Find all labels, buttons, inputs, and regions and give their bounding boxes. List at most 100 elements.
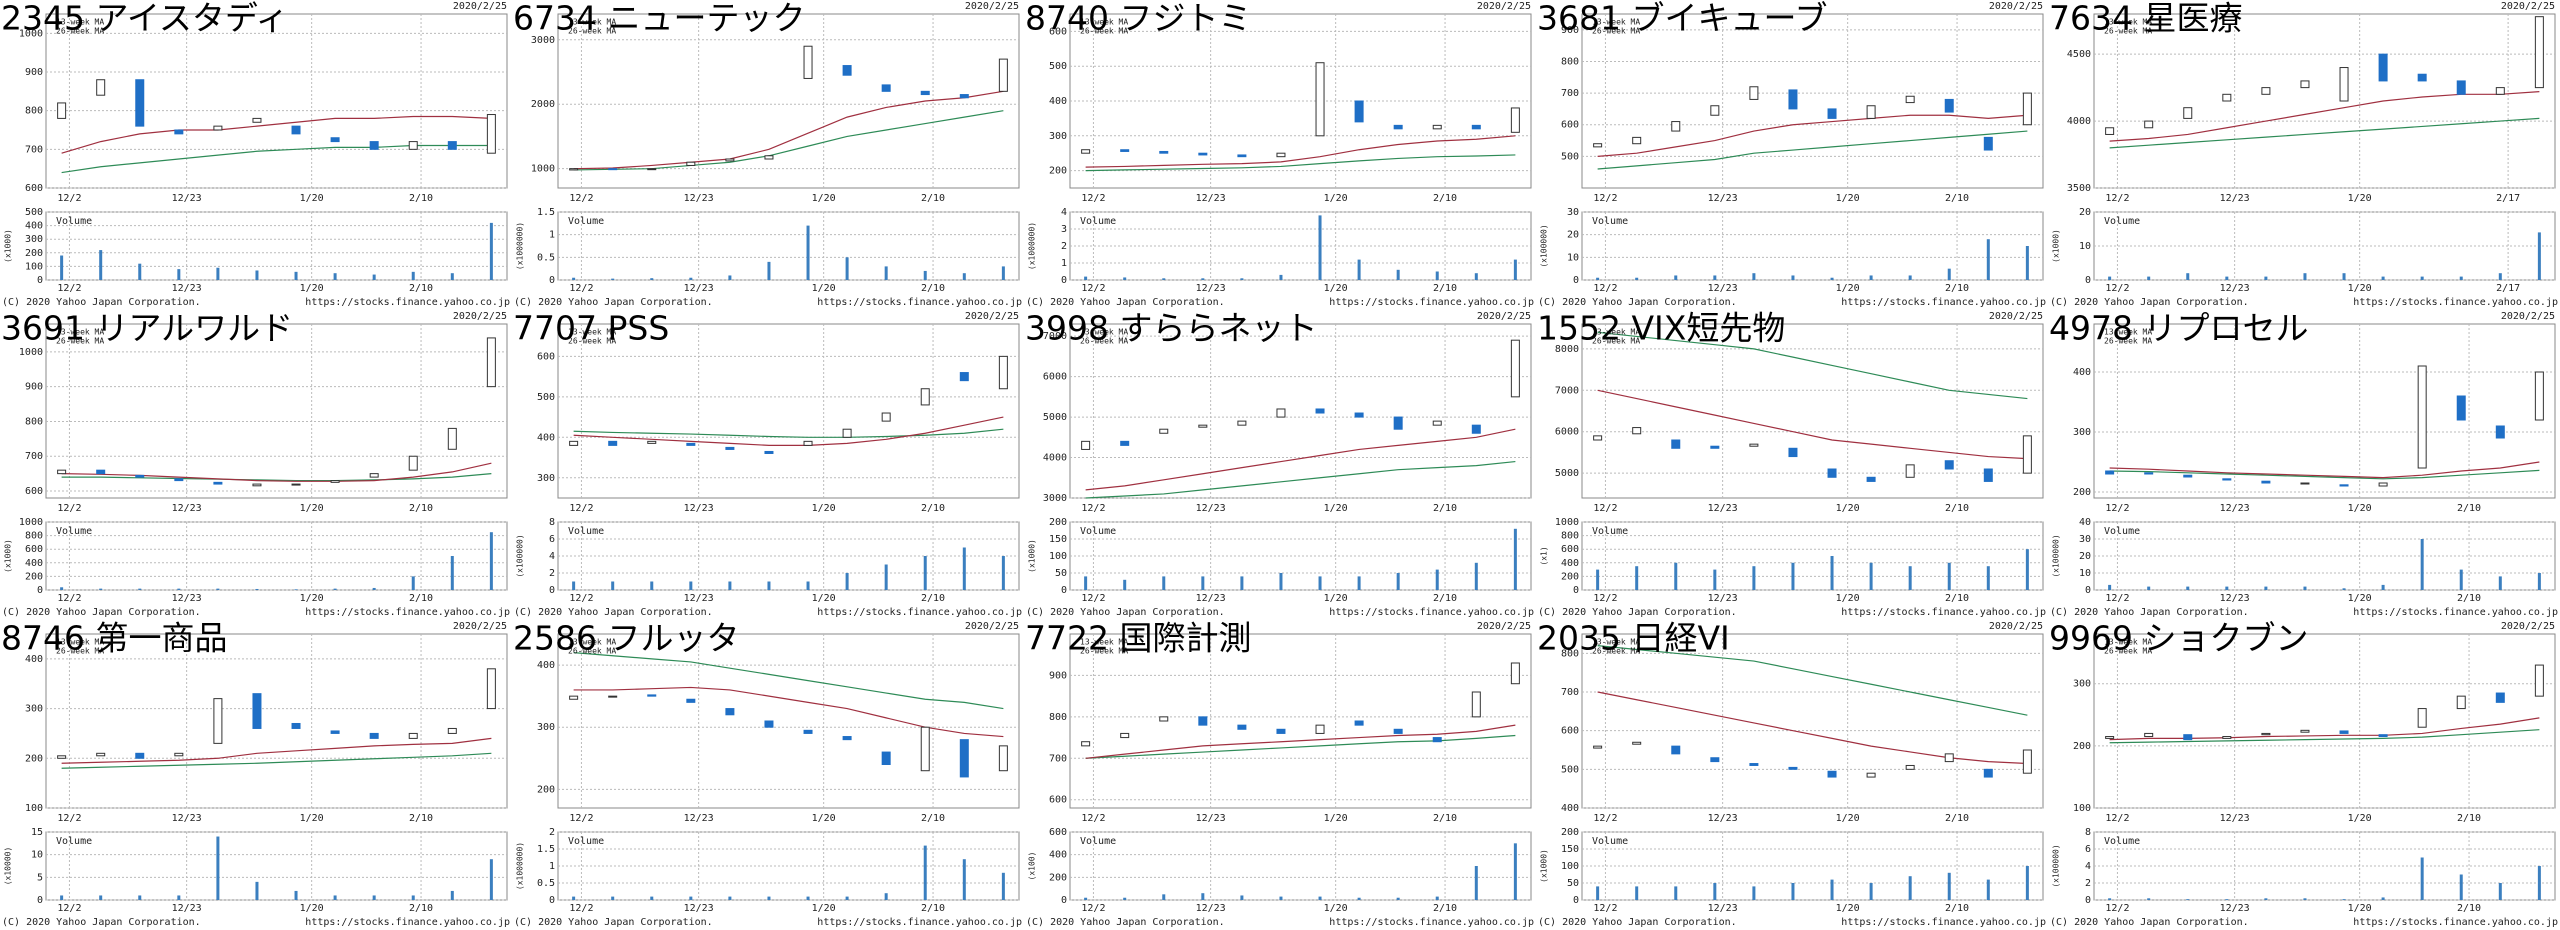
volume-bar — [1830, 277, 1834, 280]
volume-bar — [1635, 566, 1639, 590]
candle-body — [1120, 440, 1130, 446]
volume-tick-label: 0 — [37, 585, 43, 596]
stock-panel: 400 500 600 700 800 0 50 100 150 200 12/2 12/2 12/23… — [1537, 619, 2046, 929]
candle-body — [252, 483, 262, 487]
volume-bar — [572, 581, 576, 590]
source-url: https://stocks.finance.yahoo.co.jp — [1841, 297, 2046, 308]
candle-body — [764, 720, 774, 728]
volume-bar — [650, 896, 654, 900]
x-tick-label: 12/2 — [1593, 503, 1617, 514]
y-tick-label: 1000 — [531, 164, 555, 175]
x-tick-label: 12/23 — [1708, 503, 1738, 514]
legend-ma13: 13-week MA — [568, 18, 616, 27]
volume-bar — [1713, 569, 1717, 590]
volume-tick-label: 0 — [2085, 275, 2091, 286]
y-tick-label: 100 — [25, 803, 43, 814]
chart-title: 7722 国際計測 — [1025, 619, 1251, 658]
volume-bar — [689, 581, 693, 590]
candle-body — [408, 732, 418, 739]
moving-average — [1597, 114, 2028, 157]
candle-body — [1198, 424, 1208, 428]
volume-tick-label: 20 — [1567, 230, 1579, 241]
candle-body — [408, 455, 418, 471]
chart-title: 6734 ニューテック — [513, 0, 805, 38]
candle-body — [2183, 474, 2193, 478]
candle-body — [881, 751, 891, 765]
candle-body — [2456, 80, 2466, 95]
legend-volume: Volume — [56, 526, 92, 537]
x-tick-label: 12/2 — [1081, 813, 1105, 824]
x-tick-label: 12/23 — [172, 283, 202, 294]
volume-bar — [884, 893, 888, 900]
x-tick-label: 12/2 — [1593, 283, 1617, 294]
volume-bar — [1908, 275, 1912, 280]
x-tick-label: 1/20 — [300, 503, 324, 514]
legend-ma13: 13-week MA — [1592, 328, 1640, 337]
legend-ma13: 13-week MA — [2104, 638, 2152, 647]
copyright: (C) 2020 Yahoo Japan Corporation. — [514, 297, 713, 308]
volume-bar — [99, 895, 103, 900]
candle-body — [1315, 408, 1325, 414]
x-tick-label: 12/2 — [2105, 503, 2129, 514]
x-tick-label: 2/10 — [921, 813, 945, 824]
volume-tick-label: 1 — [1061, 258, 1067, 269]
volume-bar — [689, 896, 693, 900]
legend-ma26: 26-week MA — [56, 27, 104, 36]
volume-bar — [2186, 273, 2190, 280]
chart-title: 3691 リアルワルド — [1, 309, 293, 348]
source-url: https://stocks.finance.yahoo.co.jp — [305, 917, 510, 928]
candle-body — [1827, 770, 1837, 778]
volume-bar — [1123, 579, 1127, 590]
candle-body — [686, 442, 696, 446]
y-tick-label: 500 — [1049, 61, 1067, 72]
candle-body — [2022, 749, 2032, 774]
legend-volume: Volume — [568, 836, 604, 847]
volume-unit: (x1000000) — [1028, 222, 1037, 270]
moving-average — [1085, 724, 1516, 759]
volume-bar — [1791, 275, 1795, 280]
stock-panel: 100 200 300 0 2 4 6 8 12/2 12/2 12/23 12/23 1/20 1/20… — [2049, 619, 2558, 929]
y-tick-label: 2000 — [531, 99, 555, 110]
stock-panel: 600 700 800 900 1000 0 100 200 300 400 500 12/2 12/2… — [1, 0, 510, 308]
volume-tick-label: 0 — [37, 895, 43, 906]
x-tick-label: 2/10 — [409, 283, 433, 294]
candle-body — [2022, 435, 2032, 474]
source-url: https://stocks.finance.yahoo.co.jp — [817, 607, 1022, 618]
volume-bar — [1084, 576, 1088, 590]
moving-average — [573, 652, 1004, 710]
volume-bar — [1396, 897, 1400, 900]
volume-unit: (x100) — [1028, 852, 1037, 881]
legend-ma26: 26-week MA — [2104, 647, 2152, 656]
x-tick-label: 2/10 — [921, 193, 945, 204]
volume-tick-label: 8 — [549, 517, 555, 528]
volume-bar — [806, 896, 810, 900]
legend-ma13: 13-week MA — [56, 638, 104, 647]
source-url: https://stocks.finance.yahoo.co.jp — [1841, 917, 2046, 928]
volume-bar — [2147, 898, 2151, 900]
date: 2020/2/25 — [965, 1, 1019, 12]
candle-body — [725, 446, 735, 450]
candle-body — [174, 478, 184, 482]
x-tick-label: 1/20 — [2348, 193, 2372, 204]
volume-bar — [1869, 562, 1873, 590]
y-tick-label: 400 — [2073, 367, 2091, 378]
legend-volume: Volume — [2104, 526, 2140, 537]
volume-unit: (x100000) — [2052, 844, 2061, 887]
y-tick-label: 900 — [25, 67, 43, 78]
volume-tick-label: 4 — [1061, 207, 1067, 218]
candle-body — [2495, 692, 2505, 703]
volume-tick-label: 0 — [549, 275, 555, 286]
volume-bar — [1513, 843, 1517, 900]
volume-bar — [962, 273, 966, 280]
y-tick-label: 200 — [1049, 166, 1067, 177]
chart-title: 4978 リプロセル — [2049, 309, 2308, 348]
volume-bar — [216, 836, 220, 900]
candle-body — [2495, 87, 2505, 95]
volume-bar — [294, 271, 298, 280]
volume-bar — [2342, 273, 2346, 280]
volume-bar — [1318, 896, 1322, 900]
volume-bar — [2225, 586, 2229, 590]
candle-body — [1198, 716, 1208, 726]
x-tick-label: 12/23 — [1196, 503, 1226, 514]
volume-bar — [2108, 584, 2112, 590]
